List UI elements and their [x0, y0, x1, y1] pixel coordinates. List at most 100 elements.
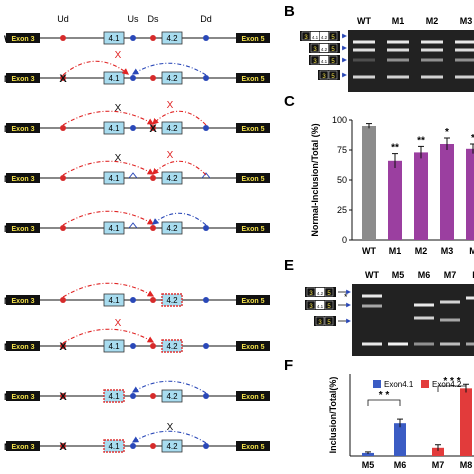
exon5-box: [236, 391, 270, 401]
arc-cross: X: [115, 103, 122, 114]
exon3-box: [6, 33, 40, 43]
exon5-label: Exon 5: [242, 176, 265, 183]
gel-band: [362, 304, 382, 308]
band-part: [315, 287, 325, 297]
y-tick-label: 0: [342, 235, 347, 245]
gel-band: [387, 48, 409, 52]
band-part-label: 5: [331, 74, 335, 80]
site-ud: [60, 175, 66, 181]
exon42-box: [161, 171, 183, 185]
site-ds: [150, 125, 156, 131]
band-part: [310, 31, 320, 41]
splice-arc: [62, 110, 155, 126]
band-part: [306, 287, 316, 297]
band-part-label: 5: [331, 35, 335, 41]
site-us: [130, 393, 136, 399]
exon3-box: [6, 341, 40, 351]
y-tick-label: 100: [332, 115, 347, 125]
exon3-box: [6, 295, 40, 305]
bar-wt: [362, 126, 376, 240]
legend-swatch: [421, 380, 429, 388]
site-mutated-dd: [201, 172, 211, 179]
exon42-box: [161, 339, 183, 353]
arc-cross: X: [167, 100, 174, 111]
exon42-label: 4.2: [166, 174, 178, 183]
band-part-label: 5: [327, 304, 331, 310]
panel-b-gel: [348, 30, 474, 92]
site-ds: [150, 297, 156, 303]
exon41-box: [103, 121, 125, 135]
gel-band: [353, 58, 375, 62]
site-ds: [150, 443, 156, 449]
exon42-box: [161, 121, 183, 135]
band-part-label: 4.2: [321, 35, 328, 40]
band-part-label: 4.1: [317, 304, 324, 309]
band-part: [315, 316, 325, 326]
panel-f: F Inclusion/Total(%) Exon4.1 Exon4.2 M5 M6 M7…: [284, 357, 474, 470]
band-marker: 3 4.1 4.2 5: [300, 31, 347, 41]
panel-b: B WT M1 M2 M3 3 4.1 4.2 53 4.2 53 4.1 53 5: [284, 3, 474, 92]
gel-band: [362, 294, 382, 298]
exon5-label: Exon 5: [242, 76, 265, 83]
splice-arc: [62, 60, 130, 76]
gel-lane-label: M3: [460, 16, 473, 26]
exon5-label: Exon 5: [242, 298, 265, 305]
significance-bracket: [367, 399, 401, 406]
band-part: [319, 70, 329, 80]
site-cross-ud: X: [59, 73, 67, 85]
site-dd: [203, 343, 209, 349]
site-ud: [60, 297, 66, 303]
arc-cross: X: [115, 153, 122, 164]
x-tick-label: M7: [432, 460, 445, 470]
exon5-label: Exon 5: [242, 126, 265, 133]
site-us: [130, 443, 136, 449]
site-ud: [60, 393, 66, 399]
bar-m5: [362, 452, 374, 456]
gel-lane-label: M1: [392, 16, 405, 26]
significance-mark: **: [391, 143, 399, 154]
site-us: [130, 343, 136, 349]
exon3-label: Exon 3: [12, 76, 35, 83]
band-part: [328, 55, 338, 65]
gel-band: [466, 296, 474, 300]
site-label-dd: Dd: [200, 14, 212, 24]
site-ds: [150, 343, 156, 349]
band-marker: 3 4.2 5: [309, 43, 347, 53]
splice-arc: [62, 328, 155, 344]
splice-arc: [131, 62, 207, 76]
site-label-ud: Ud: [57, 14, 69, 24]
exon41-box: [103, 439, 125, 453]
band-part-label: 3: [309, 304, 313, 310]
band-part-label: 4.1: [321, 59, 328, 64]
band-part: [324, 300, 334, 310]
panel-b-letter: B: [284, 3, 295, 20]
significance-mark: * * *: [443, 376, 460, 387]
exon41-box: [103, 293, 125, 307]
splice-arc: [131, 380, 207, 394]
exon41-box: [103, 171, 125, 185]
exon5-box: [236, 223, 270, 233]
band-part-label: 4.2: [317, 291, 324, 296]
gel-band: [353, 75, 375, 79]
exon3-label: Exon 3: [12, 298, 35, 305]
significance-mark: *: [445, 127, 449, 138]
exon3-box: [6, 441, 40, 451]
gel-band: [387, 40, 409, 44]
exon42-label: 4.2: [166, 34, 178, 43]
site-dd: [203, 75, 209, 81]
gel-band: [353, 40, 375, 44]
exon42-box: [161, 439, 183, 453]
exon3-label: Exon 3: [12, 126, 35, 133]
panel-c: C 0 25 50 75 100 Normal-Inclusion/Total (%) WT…: [284, 93, 474, 256]
exon3-box: [6, 73, 40, 83]
site-ds: [150, 225, 156, 231]
gel-lane-label: WT: [357, 16, 371, 26]
exon41-label: 4.1: [108, 174, 120, 183]
